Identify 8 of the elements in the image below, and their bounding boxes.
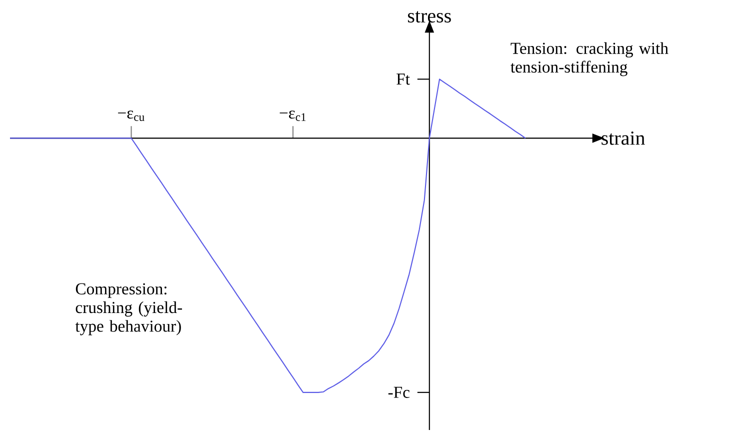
x-axis-title: strain [602, 131, 645, 145]
text: Tension: cracking with tension-stiffening [510, 42, 668, 76]
annotation: -Fc [388, 386, 410, 398]
y-axis-title: stress [408, 11, 451, 23]
annotation: Compression: crushing (yield-type behaviour) [75, 283, 182, 336]
annotation: Ft [396, 74, 410, 85]
x-tick-label: −ε$_{c1}$ [280, 110, 306, 121]
x-tick-label: −ε$_{cu}$ [118, 110, 144, 121]
